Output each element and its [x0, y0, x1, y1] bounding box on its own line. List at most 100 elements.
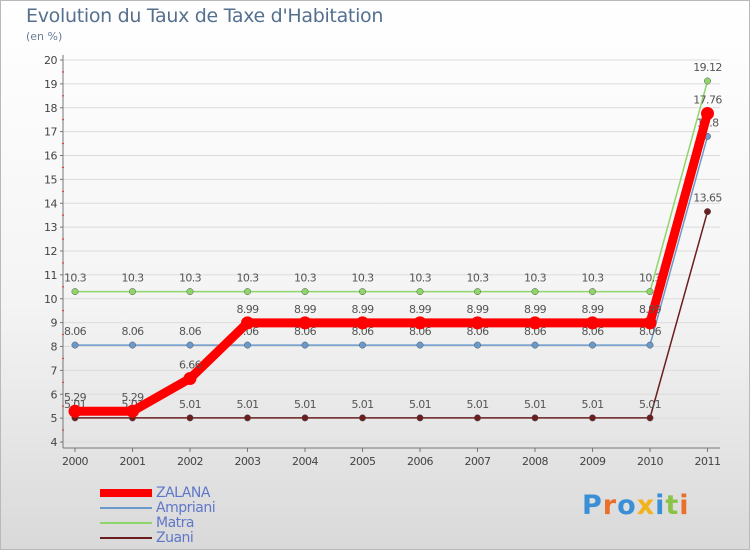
data-label-matra: 10.3 [524, 272, 547, 285]
data-label-zalana: 8.99 [351, 303, 374, 316]
data-label-zalana: 8.99 [524, 303, 547, 316]
x-tick-label: 2001 [120, 455, 146, 468]
x-tick-label: 2006 [407, 455, 433, 468]
y-tick-label: 8 [51, 341, 58, 354]
legend-swatch-zuani [100, 537, 152, 539]
y-tick-label: 16 [44, 150, 57, 163]
legend-label-matra: Matra [156, 515, 194, 531]
data-label-ampriani: 8.06 [466, 325, 489, 338]
data-point-zuani [416, 414, 424, 422]
data-label-zuani: 5.01 [524, 398, 546, 411]
data-point-zalana [586, 316, 599, 330]
data-label-zuani: 5.01 [294, 398, 316, 411]
legend-swatch-zalana [100, 489, 152, 497]
data-point-zalana [528, 316, 542, 330]
data-label-zalana: 5.29 [121, 391, 144, 404]
series-line-zuani [75, 211, 709, 419]
data-point-matra [646, 288, 654, 296]
data-point-ampriani [474, 341, 481, 349]
x-tick-label: 2004 [292, 455, 318, 468]
logo-letter: o [617, 490, 637, 521]
data-label-zalana: 8.99 [409, 303, 432, 316]
data-label-matra: 10.3 [236, 272, 259, 285]
legend-item-matra: Matra [100, 515, 320, 531]
data-point-zalana [126, 404, 139, 418]
y-tick-label: 9 [51, 317, 58, 330]
data-label-zuani: 5.01 [236, 398, 258, 411]
data-point-zalana [183, 371, 197, 385]
legend-swatch-matra [100, 522, 152, 524]
y-tick-label: 19 [44, 78, 57, 91]
data-label-ampriani: 8.06 [64, 325, 87, 338]
data-point-ampriani [301, 341, 309, 349]
data-point-ampriani [186, 341, 194, 349]
logo-letter: x [636, 490, 656, 521]
data-point-matra [704, 77, 711, 85]
proxiti-logo: Proxiti [582, 490, 690, 521]
data-point-zalana [356, 316, 369, 330]
x-tick-label: 2010 [637, 455, 663, 468]
data-point-matra [129, 288, 136, 296]
data-label-zuani: 13.65 [693, 192, 722, 205]
x-tick-label: 2003 [235, 455, 261, 468]
data-point-matra [359, 288, 366, 296]
data-point-zuani [359, 414, 366, 422]
data-label-zalana: 8.99 [236, 303, 259, 316]
y-tick-label: 18 [44, 102, 57, 115]
data-label-zuani: 5.01 [179, 398, 201, 411]
y-tick-label: 7 [51, 364, 58, 377]
data-point-ampriani [359, 341, 366, 349]
data-point-ampriani [71, 341, 79, 349]
data-label-matra: 10.3 [64, 272, 87, 285]
data-point-matra [531, 288, 539, 296]
y-tick-label: 11 [44, 269, 57, 282]
y-tick-label: 12 [44, 245, 57, 258]
data-point-zuani [301, 414, 309, 422]
data-label-ampriani: 8.06 [294, 325, 317, 338]
y-tick-label: 17 [44, 126, 57, 139]
chart-subtitle: (en %) [26, 30, 63, 43]
data-point-matra [244, 288, 251, 296]
data-point-zalana [701, 106, 714, 120]
legend-label-zuani: Zuani [156, 530, 194, 546]
legend-swatch-ampriani [100, 507, 152, 509]
data-point-zalana [241, 316, 254, 330]
data-label-matra: 10.3 [351, 272, 374, 285]
x-tick-label: 2005 [350, 455, 376, 468]
data-point-matra [71, 288, 79, 296]
data-point-ampriani [244, 341, 251, 349]
data-point-zuani [531, 414, 539, 422]
series-line-matra [75, 80, 709, 293]
data-point-ampriani [646, 341, 654, 349]
data-point-ampriani [416, 341, 424, 349]
data-label-zalana: 8.99 [294, 303, 317, 316]
y-tick-label: 6 [51, 388, 58, 401]
y-tick-label: 15 [44, 173, 57, 186]
data-label-ampriani: 8.06 [409, 325, 432, 338]
data-label-ampriani: 8.06 [639, 325, 662, 338]
data-point-zalana [471, 316, 484, 330]
data-label-matra: 10.3 [121, 272, 144, 285]
logo-letter: i [679, 490, 690, 521]
series-line-zalana [75, 112, 712, 416]
data-point-zuani [244, 414, 251, 422]
data-label-zuani: 5.01 [466, 398, 488, 411]
data-point-zalana [643, 316, 657, 330]
data-label-matra: 10.3 [639, 272, 662, 285]
data-label-ampriani: 8.06 [351, 325, 374, 338]
series-line-ampriani [75, 136, 709, 346]
x-tick-label: 2011 [695, 455, 721, 468]
y-tick-label: 5 [51, 412, 58, 425]
y-tick-label: 20 [44, 54, 57, 67]
data-point-matra [301, 288, 309, 296]
data-label-zalana: 8.99 [581, 303, 604, 316]
logo-letter: P [582, 490, 603, 521]
data-label-ampriani: 8.06 [581, 325, 604, 338]
data-label-ampriani: 8.06 [121, 325, 144, 338]
data-point-matra [589, 288, 596, 296]
data-point-zalana [68, 404, 82, 418]
data-label-matra: 10.3 [294, 272, 317, 285]
chart-title: Evolution du Taux de Taxe d'Habitation [26, 5, 384, 27]
data-label-matra: 10.3 [581, 272, 604, 285]
data-label-zuani: 5.01 [581, 398, 603, 411]
